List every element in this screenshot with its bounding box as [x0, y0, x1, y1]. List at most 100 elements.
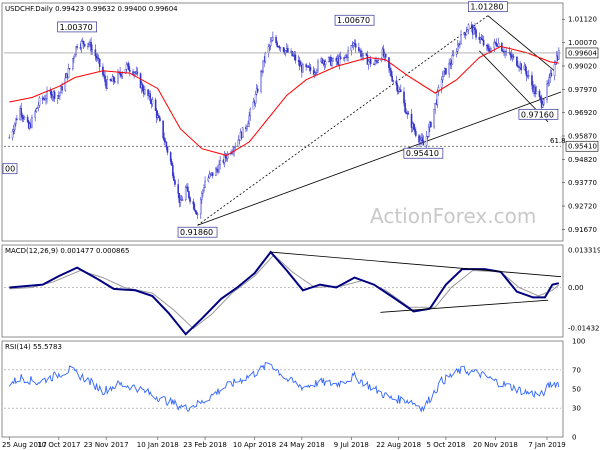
candle-body [425, 135, 428, 146]
candle-body [68, 68, 71, 70]
candle-body [294, 54, 297, 61]
x-tick-label: 22 Aug 2018 [376, 441, 421, 449]
candle-body [159, 117, 161, 121]
candle-body [350, 45, 353, 51]
candle-body [241, 127, 244, 139]
candle-body [520, 63, 523, 70]
candle-body [170, 161, 173, 166]
candle-body [91, 49, 93, 52]
price-annotation-label: 1.01280 [470, 3, 503, 12]
candle-body [540, 98, 543, 108]
candle-body [550, 73, 553, 77]
fib-level-tag: 61.8 [550, 137, 566, 145]
watermark-text: ActionForex.com [370, 204, 536, 228]
candle-body [450, 63, 453, 66]
candle-body [246, 126, 248, 130]
x-tick-label: 10 Apr 2018 [233, 441, 276, 449]
candle-body [234, 146, 236, 149]
candle-body [97, 57, 100, 60]
candle-body [395, 80, 398, 86]
candle-body [480, 37, 483, 40]
fib-level-label: 0.95410 [568, 143, 597, 151]
candle-body [104, 75, 106, 82]
candle-body [407, 113, 410, 115]
x-tick-label: 10 Oct 2017 [37, 441, 80, 449]
candle-body [21, 114, 24, 118]
candle-body [179, 199, 182, 203]
candle-body [527, 75, 530, 77]
candle-body [13, 123, 16, 130]
x-tick-label: 9 Jul 2018 [334, 441, 369, 449]
candle-body [53, 91, 56, 99]
candle-body [339, 56, 342, 60]
rsi-y-axis: 100 70 50 30 0 [4, 338, 585, 442]
candle-body [254, 93, 257, 104]
candle-body [75, 46, 77, 55]
current-price-box [565, 47, 599, 59]
candle-body [103, 74, 105, 77]
candle-body [470, 24, 473, 28]
candle-body [456, 44, 459, 52]
candle-body [173, 175, 175, 181]
candle-body [377, 60, 380, 63]
candle-body [255, 88, 258, 95]
candle-body [309, 66, 312, 71]
candle-body [11, 130, 14, 138]
candle-body [338, 56, 341, 65]
candle-body [15, 118, 17, 125]
candle-body [16, 118, 18, 120]
candle-body [8, 137, 11, 139]
price-y-tick-label: 0.93770 [568, 179, 597, 187]
price-reference-lines: 0.99604 61.80.95410 [4, 47, 599, 152]
candle-body [72, 58, 74, 69]
candle-body [548, 77, 550, 84]
candle-body [367, 60, 370, 65]
candle-body [488, 48, 490, 52]
candle-body [279, 47, 282, 49]
price-annotation-box [2, 163, 18, 175]
candle-body [534, 86, 536, 95]
candle-body [448, 62, 450, 75]
price-trendline [487, 15, 555, 72]
candle-body [56, 95, 59, 99]
candle-body [129, 69, 131, 72]
candle-body [80, 40, 83, 49]
candle-body [41, 97, 44, 100]
x-tick-label: 10 Jan 2018 [137, 441, 179, 449]
candle-body [31, 117, 33, 128]
candle-body [248, 115, 250, 124]
rsi-line [9, 361, 560, 413]
candle-body [166, 147, 169, 153]
candle-body [109, 79, 112, 81]
candle-body [302, 64, 304, 73]
candle-body [61, 86, 63, 91]
candle-body [247, 123, 249, 127]
candle-body [389, 67, 391, 71]
price-y-tick-label: 0.91670 [568, 226, 597, 234]
candle-body [23, 116, 26, 120]
candle-body [149, 93, 152, 101]
candle-body [83, 43, 86, 47]
candle-body [211, 172, 214, 176]
candle-body [305, 64, 307, 68]
macd-line [9, 250, 560, 336]
candle-body [74, 54, 76, 58]
candle-body [192, 201, 195, 205]
price-pane: ActionForex.com USDCHF.Daily 0.99423 0.9… [1, 1, 599, 242]
candle-body [204, 180, 206, 188]
price-annotation-label: 0.91860 [180, 228, 213, 237]
macd-pane-frame [1, 244, 564, 338]
rsi-y-tick-label: 0 [572, 434, 576, 442]
candle-body [365, 53, 368, 56]
candle-body [36, 107, 39, 109]
candle-body [440, 79, 443, 88]
candle-body [201, 192, 203, 200]
candle-body [399, 89, 402, 93]
candle-body [427, 126, 430, 137]
candle-body [209, 173, 212, 175]
candle-body [553, 64, 556, 77]
candle-body [315, 72, 317, 74]
current-price-label: 0.99604 [568, 49, 597, 57]
fib-level-box [565, 140, 599, 152]
